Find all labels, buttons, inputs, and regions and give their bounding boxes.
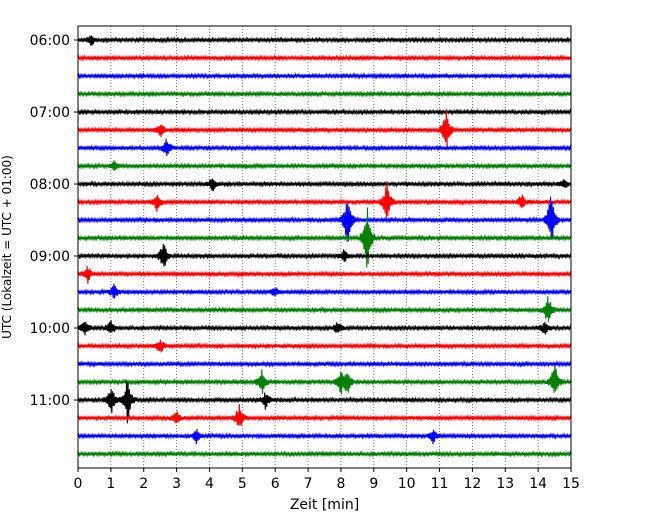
y-tick-label: 10:00 [30, 321, 70, 337]
x-tick-label: 2 [139, 476, 148, 492]
trace-0700 [77, 107, 572, 116]
x-tick-label: 0 [74, 476, 83, 492]
trace-0630 [77, 72, 572, 80]
y-axis-ticks: 06:00 07:00 08:00 09:00 10:00 11:00 [30, 33, 78, 409]
trace-0730 [77, 138, 572, 157]
trace-0815 [77, 181, 572, 220]
trace-0945 [77, 296, 572, 323]
trace-1145 [77, 450, 572, 458]
y-tick-label: 09:00 [30, 249, 70, 265]
y-axis-label: UTC (Lokalzeit = UTC + 01:00) [0, 155, 14, 339]
trace-0830 [77, 196, 572, 242]
y-tick-label: 08:00 [30, 177, 70, 193]
x-tick-label: 6 [271, 476, 280, 492]
y-tick-label: 06:00 [30, 33, 70, 49]
trace-0915 [77, 265, 572, 284]
x-tick-label: 7 [304, 476, 313, 492]
trace-0800 [77, 178, 572, 192]
x-tick-label: 14 [529, 476, 547, 492]
trace-1130 [77, 429, 572, 445]
trace-series [77, 35, 572, 458]
x-tick-label: 11 [431, 476, 449, 492]
trace-0645 [77, 90, 572, 98]
x-tick-label: 5 [238, 476, 247, 492]
x-tick-label: 3 [172, 476, 181, 492]
x-tick-label: 1 [106, 476, 115, 492]
trace-0845 [77, 207, 572, 268]
trace-1015 [77, 339, 572, 353]
x-axis-ticks: 0 1 2 3 4 5 6 7 8 9 10 11 12 13 14 15 [74, 468, 580, 492]
trace-0900 [77, 243, 572, 267]
x-tick-label: 8 [336, 476, 345, 492]
trace-0930 [77, 283, 572, 299]
trace-1045 [77, 364, 572, 394]
x-tick-label: 12 [463, 476, 481, 492]
x-tick-label: 15 [562, 476, 580, 492]
x-tick-label: 13 [496, 476, 514, 492]
x-axis-label: Zeit [min] [290, 497, 359, 513]
y-tick-label: 07:00 [30, 105, 70, 121]
trace-0615 [77, 54, 572, 62]
trace-1100 [77, 380, 572, 424]
trace-0715 [77, 109, 572, 147]
plot-frame [77, 25, 572, 469]
x-tick-label: 10 [398, 476, 416, 492]
trace-0745 [77, 160, 572, 171]
trace-1030 [77, 360, 572, 368]
x-tick-label: 4 [205, 476, 214, 492]
trace-0600 [77, 35, 572, 46]
y-tick-label: 11:00 [30, 393, 70, 409]
x-tick-label: 9 [369, 476, 378, 492]
trace-1115 [77, 404, 572, 426]
trace-1000 [77, 320, 572, 336]
